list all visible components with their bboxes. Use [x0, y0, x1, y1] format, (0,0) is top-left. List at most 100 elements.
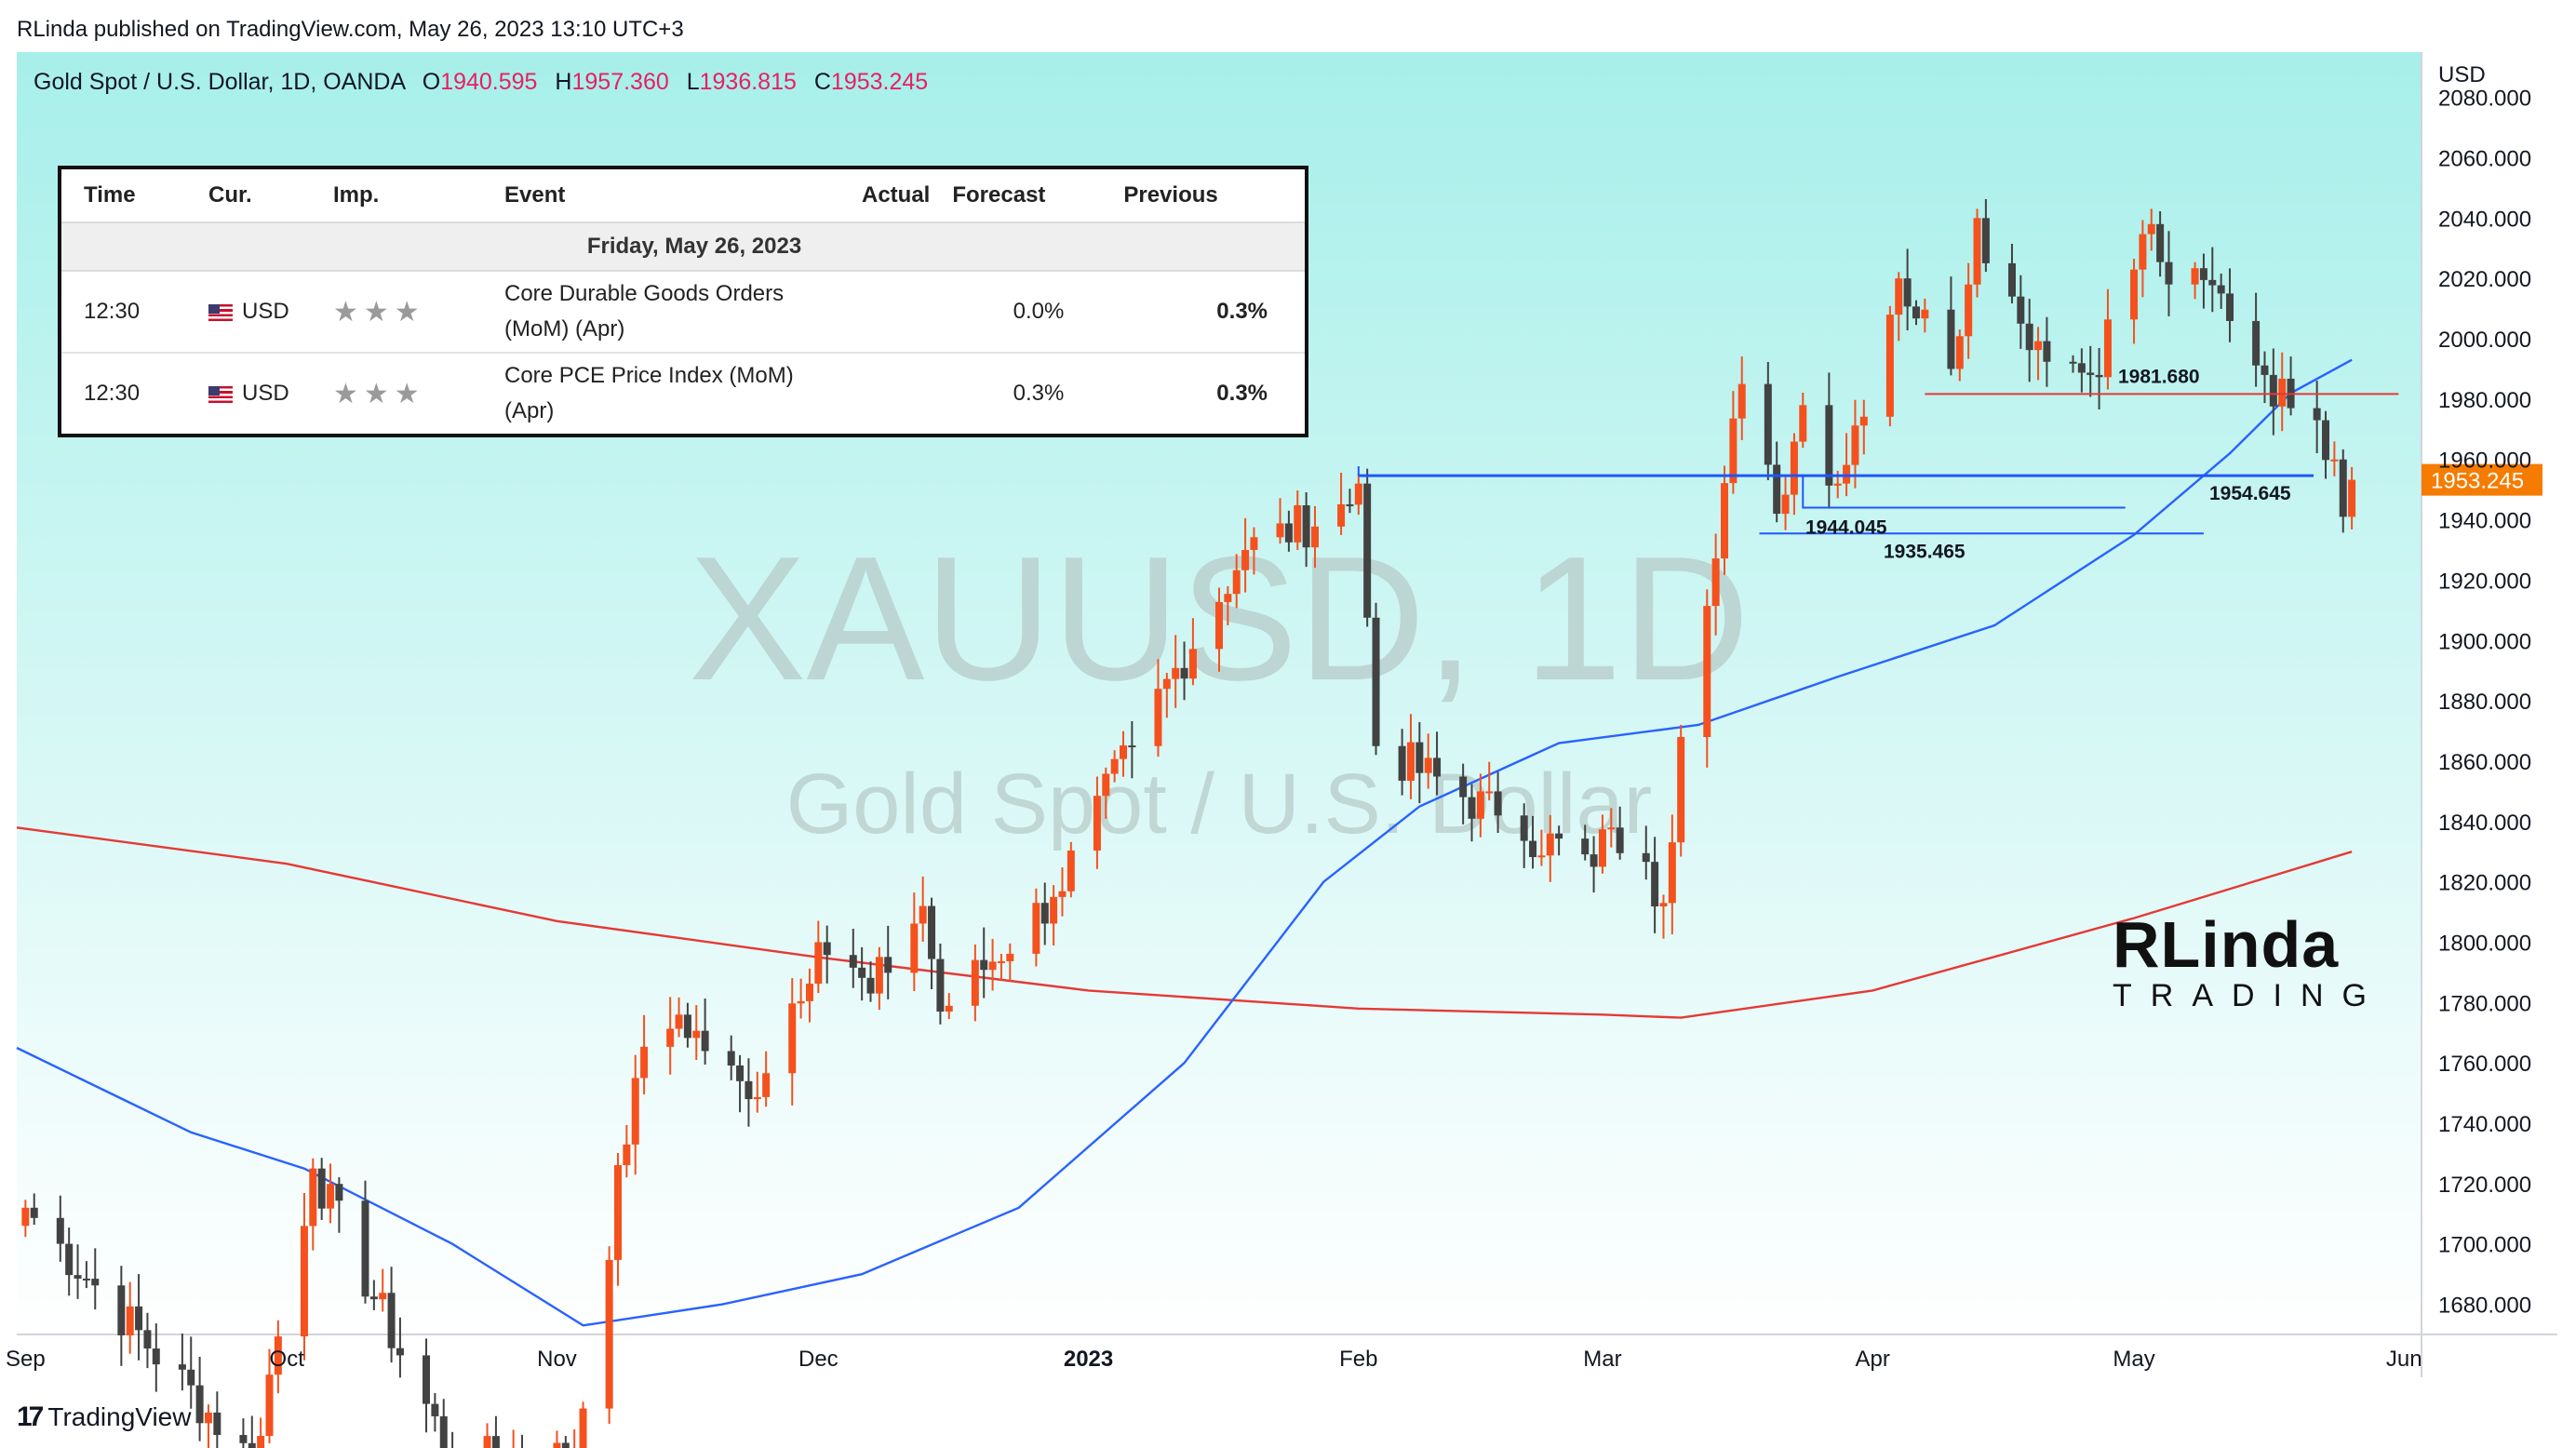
candle-body — [1128, 745, 1136, 748]
table-row: 12:30 USD ★★★ Core PCE Price Index (MoM)… — [61, 353, 1305, 434]
time-axis[interactable]: Sep Oct Nov Dec 2023 Feb Mar Apr May Jun — [6, 1347, 2422, 1372]
candle-body — [300, 1226, 308, 1337]
candle-body — [2217, 285, 2225, 294]
candle-body — [1581, 838, 1590, 855]
candle-body — [239, 1435, 248, 1443]
time-tick-label: 2023 — [1064, 1347, 1113, 1372]
candle-body — [1668, 842, 1676, 904]
candle-body — [152, 1348, 160, 1365]
candle-body — [65, 1243, 74, 1276]
candle-body — [631, 1078, 639, 1145]
open-label: O — [422, 69, 441, 95]
col-currency: Cur. — [186, 169, 311, 223]
last-price-label: 1953.245 — [2431, 469, 2524, 494]
rlinda-logo-name: RLinda — [2113, 908, 2340, 981]
candle-body — [1250, 537, 1258, 550]
time-tick-label: Sep — [6, 1347, 46, 1372]
candle-body — [1040, 903, 1049, 924]
candle-body — [823, 942, 831, 956]
candle-body — [1529, 840, 1537, 858]
price-tick-label: 1860.000 — [2438, 750, 2531, 775]
candle-body — [745, 1080, 753, 1100]
candle-body — [866, 977, 875, 994]
candle-body — [640, 1046, 649, 1079]
col-time: Time — [61, 169, 186, 223]
candle-body — [2025, 323, 2033, 351]
price-tick-label: 2060.000 — [2438, 146, 2531, 171]
candle-body — [736, 1065, 745, 1081]
candle-body — [1981, 218, 1990, 263]
candle-body — [1555, 833, 1563, 839]
candle-body — [1833, 483, 1842, 486]
candle-body — [369, 1296, 378, 1300]
price-tick-label: 1940.000 — [2438, 509, 2531, 534]
col-event: Event — [482, 169, 839, 223]
candle-body — [2095, 374, 2103, 378]
event-name[interactable]: Core PCE Price Index (MoM) (Apr) — [504, 363, 794, 423]
symbol-name[interactable]: Gold Spot / U.S. Dollar, 1D, OANDA — [34, 69, 405, 95]
candle-body — [1415, 742, 1424, 773]
candle-body — [1433, 758, 1442, 777]
price-tick-label: 1960.000 — [2438, 449, 2531, 474]
support-level-line[interactable] — [1802, 476, 2126, 509]
candle-body — [2330, 459, 2339, 462]
candle-body — [1859, 416, 1868, 426]
watermark-description: Gold Spot / U.S. Dollar — [786, 757, 1653, 851]
candle-body — [1476, 791, 1484, 819]
candle-body — [1337, 503, 1346, 527]
candle-body — [2077, 363, 2086, 373]
price-tick-label: 1920.000 — [2438, 569, 2531, 594]
candle-body — [1546, 833, 1554, 856]
candle-body — [56, 1217, 64, 1244]
price-axis[interactable]: USD 2080.000 2060.000 2040.000 2020.000 2000… — [2438, 62, 2531, 1319]
candle-body — [605, 1259, 613, 1409]
moving-averages — [16, 358, 2353, 1327]
candle-body — [1354, 483, 1362, 505]
candle-body — [379, 1293, 387, 1300]
candle-body — [1895, 278, 1903, 315]
candle-body — [2226, 293, 2234, 321]
candle-body — [387, 1293, 396, 1348]
time-tick-label: Mar — [1583, 1347, 1621, 1372]
candle-body — [1050, 896, 1058, 924]
col-actual: Actual — [839, 169, 931, 223]
candle-body — [1346, 503, 1354, 506]
event-actual — [839, 353, 930, 434]
price-levels[interactable]: 1981.680 1954.645 1944.045 1935.465 1953.245 — [1357, 366, 2542, 562]
candle-body — [701, 1030, 709, 1052]
candle-body — [814, 942, 823, 985]
price-tick-label: 1720.000 — [2438, 1173, 2531, 1198]
price-tick-label: 1680.000 — [2438, 1294, 2531, 1319]
candle-body — [135, 1306, 143, 1331]
candle-body — [2034, 341, 2043, 351]
candle-body — [884, 957, 892, 973]
candle-body — [1825, 405, 1833, 486]
candle-body — [1494, 791, 1502, 816]
candle-body — [945, 1005, 953, 1012]
candle-body — [195, 1385, 204, 1424]
candle-body — [1607, 827, 1616, 830]
candle-body — [1188, 649, 1197, 679]
candle-body — [1232, 570, 1241, 595]
event-name[interactable]: Core Durable Goods Orders (MoM) (Apr) — [482, 271, 839, 354]
tradingview-logo-icon: 17 — [17, 1401, 44, 1432]
event-currency: USD — [242, 381, 289, 406]
price-tick-label: 1900.000 — [2438, 629, 2531, 654]
symbol-legend: Gold Spot / U.S. Dollar, 1D, OANDA O1940… — [34, 69, 928, 96]
candle-body — [82, 1278, 90, 1280]
candle-body — [178, 1364, 186, 1370]
candle-body — [1965, 284, 1973, 337]
candle-body — [91, 1279, 100, 1286]
candle-body — [2007, 262, 2016, 297]
rlinda-logo-tagline: TRADING — [2113, 978, 2385, 1013]
candle-body — [204, 1412, 212, 1424]
tradingview-footer[interactable]: 17 TradingView — [17, 1401, 191, 1433]
candle-body — [1903, 278, 1912, 307]
candle-body — [858, 967, 866, 978]
candle-body — [1215, 602, 1223, 650]
close-value: 1953.245 — [830, 69, 929, 95]
col-importance: Imp. — [311, 169, 482, 223]
candle-body — [1032, 903, 1040, 954]
candle-body — [553, 1442, 561, 1448]
price-tick-label: 1700.000 — [2438, 1233, 2531, 1258]
